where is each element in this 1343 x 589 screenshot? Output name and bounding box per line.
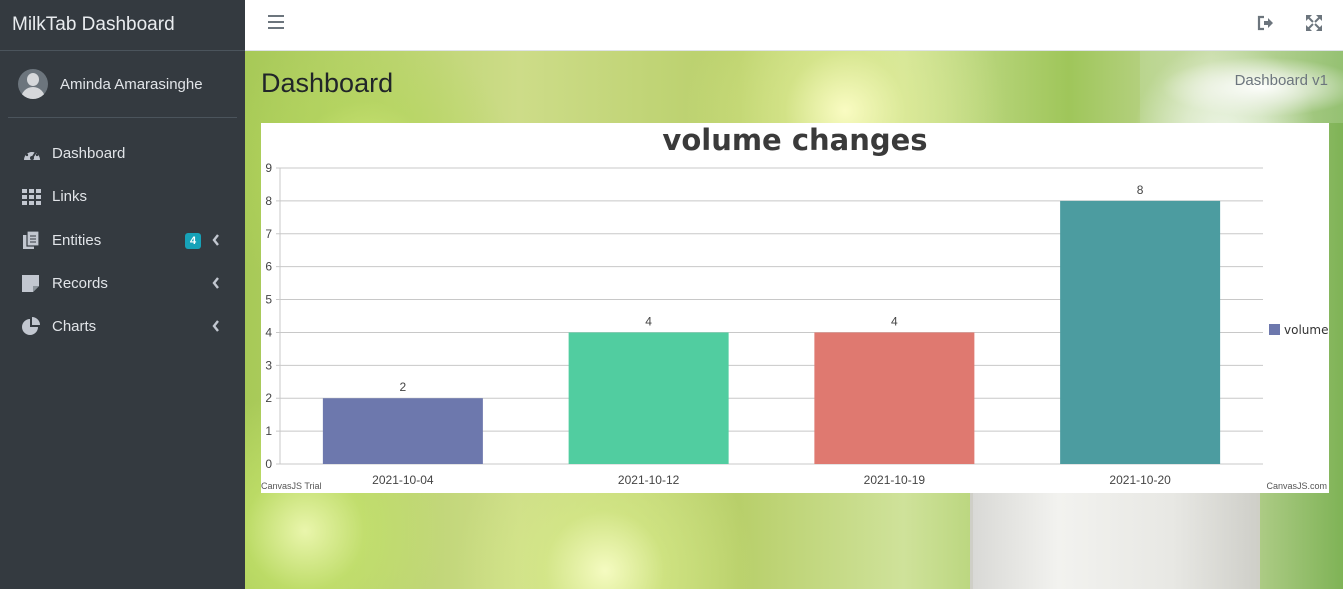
y-tick-label: 2 [265,391,272,405]
volume-bar-chart: volume changes 0 1 2 3 4 5 6 7 8 9 2 2021-10-04 4 2021… [261,123,1328,491]
chevron-left-icon [212,233,219,246]
y-tick-label: 3 [265,358,272,372]
pie-chart-icon [22,317,44,336]
bar-value-label: 4 [645,314,652,328]
volume-chart-card: volume changes 0 1 2 3 4 5 6 7 8 9 2 2021-10-04 4 2021… [261,123,1329,493]
legend-label: volume [1284,323,1328,337]
sidebar-item-label: Records [52,275,108,293]
brand-title: MilkTab Dashboard [12,14,175,35]
legend-marker [1269,324,1280,335]
brand-link[interactable]: MilkTab Dashboard [0,0,245,51]
y-tick-label: 7 [265,227,272,241]
bar-value-label: 8 [1137,183,1144,197]
y-tick-label: 1 [265,424,272,438]
grid-icon [22,188,44,206]
sidebar-item-entities[interactable]: Entities 4 [0,219,245,262]
copy-icon [22,230,44,249]
bar-value-label: 4 [891,314,898,328]
user-panel[interactable]: Aminda Amarasinghe [8,51,237,118]
top-navbar [245,0,1343,51]
bar [814,332,975,464]
chart-title: volume changes [662,123,927,157]
y-tick-label: 0 [265,457,272,471]
chevron-left-icon [212,277,219,289]
page-title: Dashboard [261,68,394,98]
x-tick-label: 2021-10-19 [864,473,926,487]
sidebar-item-charts[interactable]: Charts [0,305,245,348]
user-name: Aminda Amarasinghe [60,75,203,93]
bar [322,398,483,464]
sidebar-item-links[interactable]: Links [0,175,245,218]
x-tick-label: 2021-10-20 [1109,473,1171,487]
y-tick-label: 5 [265,293,272,307]
avatar [18,69,48,99]
entities-count-badge: 4 [185,232,201,249]
logout-icon[interactable] [1257,14,1275,32]
fullscreen-icon[interactable] [1305,14,1323,32]
chevron-left-icon [212,320,219,332]
sidebar: MilkTab Dashboard Aminda Amarasinghe Das… [0,0,245,589]
sidebar-item-records[interactable]: Records [0,262,245,305]
y-tick-label: 8 [265,194,272,208]
sidebar-item-label: Charts [52,318,97,336]
sidebar-item-label: Links [52,188,88,206]
sidebar-item-label: Dashboard [52,145,126,163]
menu-toggle-icon[interactable] [268,15,284,31]
credit-left: CanvasJS Trial [261,481,322,491]
breadcrumb[interactable]: Dashboard v1 [1234,72,1328,89]
x-tick-label: 2021-10-12 [618,473,680,487]
sticky-note-icon [22,275,44,293]
bar [568,332,729,464]
sidebar-item-label: Entities [52,231,102,249]
y-tick-label: 9 [265,161,272,175]
bar-value-label: 2 [400,380,407,394]
sidebar-nav: Dashboard Links Entities 4 Records [0,118,245,348]
bar [1060,200,1221,464]
x-tick-label: 2021-10-04 [372,473,434,487]
sidebar-item-dashboard[interactable]: Dashboard [0,132,245,175]
y-tick-label: 4 [265,325,272,339]
y-tick-label: 6 [265,260,272,274]
credit-right: CanvasJS.com [1266,481,1327,491]
dashboard-icon [22,145,44,163]
background-bottle [1140,51,1343,123]
